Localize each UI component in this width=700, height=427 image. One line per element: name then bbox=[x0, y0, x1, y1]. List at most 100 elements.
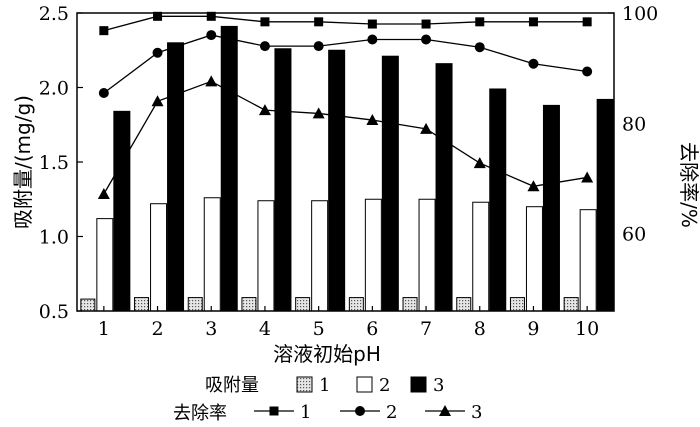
legend-line-item-2: 2 bbox=[386, 402, 397, 423]
legend-marker-3 bbox=[439, 405, 451, 416]
bar-series-3-8 bbox=[489, 88, 507, 312]
legend-bar-label: 吸附量 bbox=[205, 375, 259, 396]
line-point-2-9 bbox=[528, 58, 539, 69]
legend-line-item-1: 1 bbox=[300, 402, 311, 423]
line-point-2-6 bbox=[367, 34, 378, 45]
bar-series-1-5 bbox=[295, 297, 311, 312]
legend-bar-item-3: 3 bbox=[433, 375, 444, 396]
bar-series-2-5 bbox=[311, 200, 329, 312]
x-tick-label: 5 bbox=[313, 318, 325, 340]
bar-series-2-4 bbox=[257, 200, 275, 312]
legend-bar-item-2: 2 bbox=[379, 375, 390, 396]
bar-series-3-3 bbox=[220, 25, 238, 312]
line-point-3-6 bbox=[366, 114, 379, 126]
line-point-1-4 bbox=[260, 17, 270, 27]
bar-series-3-2 bbox=[167, 42, 185, 312]
bar-series-2-9 bbox=[525, 206, 543, 312]
line-point-3-3 bbox=[205, 75, 218, 87]
x-tick-label: 10 bbox=[575, 318, 599, 340]
x-tick-label: 8 bbox=[474, 318, 486, 340]
x-tick-label: 4 bbox=[259, 318, 271, 340]
line-point-3-7 bbox=[420, 122, 433, 134]
bar-series-2-3 bbox=[203, 197, 221, 312]
line-point-1-1 bbox=[99, 26, 109, 36]
bar-series-1-1 bbox=[80, 298, 96, 312]
axes-layer: 0.5 1.0 1.5 2.0 2.5 60 80 100 1 2 3 4 5 6 7 8 9 10 bbox=[39, 3, 658, 340]
bar-series-2-6 bbox=[364, 198, 382, 312]
y2-tick-label: 60 bbox=[622, 224, 646, 246]
line-series-3 bbox=[103, 80, 588, 195]
legend-marker-1 bbox=[269, 406, 279, 416]
x-axis-title: 溶液初始pH bbox=[273, 342, 381, 366]
y-tick-label: 1.5 bbox=[39, 152, 69, 174]
line-point-3-8 bbox=[473, 157, 486, 169]
line-point-3-9 bbox=[527, 180, 540, 192]
x-tick-label: 2 bbox=[152, 318, 164, 340]
line-point-1-7 bbox=[421, 19, 431, 29]
x-tick-label: 7 bbox=[420, 318, 432, 340]
legend-line-item-3: 3 bbox=[471, 402, 482, 423]
bar-series-3-4 bbox=[274, 48, 292, 312]
x-tick-label: 3 bbox=[205, 318, 217, 340]
y2-axis-title: 去除率/% bbox=[677, 142, 700, 228]
line-point-1-3 bbox=[206, 11, 216, 21]
line-point-1-9 bbox=[528, 17, 538, 27]
x-tick-label: 9 bbox=[527, 318, 539, 340]
line-point-1-2 bbox=[153, 11, 163, 21]
line-point-1-10 bbox=[582, 17, 592, 27]
bar-series-3-7 bbox=[435, 63, 453, 312]
line-point-2-8 bbox=[474, 42, 485, 53]
legend-marker-2 bbox=[355, 406, 365, 416]
bar-series-1-9 bbox=[509, 297, 525, 312]
line-point-2-4 bbox=[259, 41, 270, 52]
bar-series-1-8 bbox=[456, 297, 472, 312]
line-point-3-10 bbox=[581, 171, 594, 183]
legend-bar-item-1: 1 bbox=[319, 375, 330, 396]
line-point-1-6 bbox=[367, 19, 377, 29]
line-point-2-3 bbox=[206, 30, 217, 41]
bar-series-2-2 bbox=[150, 203, 168, 312]
bar-series-1-3 bbox=[187, 297, 203, 312]
line-point-2-2 bbox=[152, 47, 163, 58]
y-axis-title: 吸附量/(mg/g) bbox=[11, 95, 35, 229]
legend-bar-swatch-2 bbox=[356, 376, 373, 393]
line-point-2-7 bbox=[421, 34, 432, 45]
bar-series-1-4 bbox=[241, 297, 257, 312]
bar-series-3-9 bbox=[542, 104, 560, 312]
bar-series-3-1 bbox=[113, 110, 131, 312]
legend-bar-swatch-1 bbox=[296, 376, 313, 393]
bar-series-3-6 bbox=[381, 55, 399, 312]
line-point-2-1 bbox=[98, 88, 109, 99]
y-tick-label: 2.0 bbox=[39, 78, 69, 100]
bar-series-1-2 bbox=[134, 297, 150, 312]
lines-layer bbox=[97, 11, 594, 200]
line-point-3-5 bbox=[312, 107, 325, 119]
bar-series-2-7 bbox=[418, 198, 436, 312]
bar-series-1-10 bbox=[563, 297, 579, 312]
bar-series-2-1 bbox=[96, 218, 114, 312]
line-series-2 bbox=[103, 34, 588, 94]
line-point-3-4 bbox=[258, 104, 271, 116]
bar-series-2-10 bbox=[579, 209, 597, 312]
line-point-3-2 bbox=[151, 95, 164, 107]
line-point-2-5 bbox=[313, 41, 324, 52]
bar-series-3-10 bbox=[596, 98, 614, 312]
x-tick-label: 6 bbox=[366, 318, 378, 340]
legend-bar-swatch-3 bbox=[410, 376, 427, 393]
legend-line-label: 去除率 bbox=[173, 403, 227, 424]
line-point-1-8 bbox=[475, 17, 485, 27]
line-point-2-10 bbox=[582, 66, 593, 77]
y2-tick-label: 80 bbox=[622, 113, 646, 135]
bar-series-1-6 bbox=[348, 297, 364, 312]
y2-tick-label: 100 bbox=[622, 3, 658, 25]
y-tick-label: 1.0 bbox=[39, 227, 69, 249]
line-series-1 bbox=[103, 15, 588, 32]
bar-series-2-8 bbox=[472, 201, 490, 312]
line-point-1-5 bbox=[314, 17, 324, 27]
y-tick-label: 0.5 bbox=[39, 301, 69, 323]
x-tick-label: 1 bbox=[98, 318, 110, 340]
legend: 吸附量 去除率 1 2 3 1 2 3 bbox=[173, 375, 482, 424]
y-tick-label: 2.5 bbox=[39, 3, 69, 25]
bars-layer bbox=[80, 25, 614, 312]
